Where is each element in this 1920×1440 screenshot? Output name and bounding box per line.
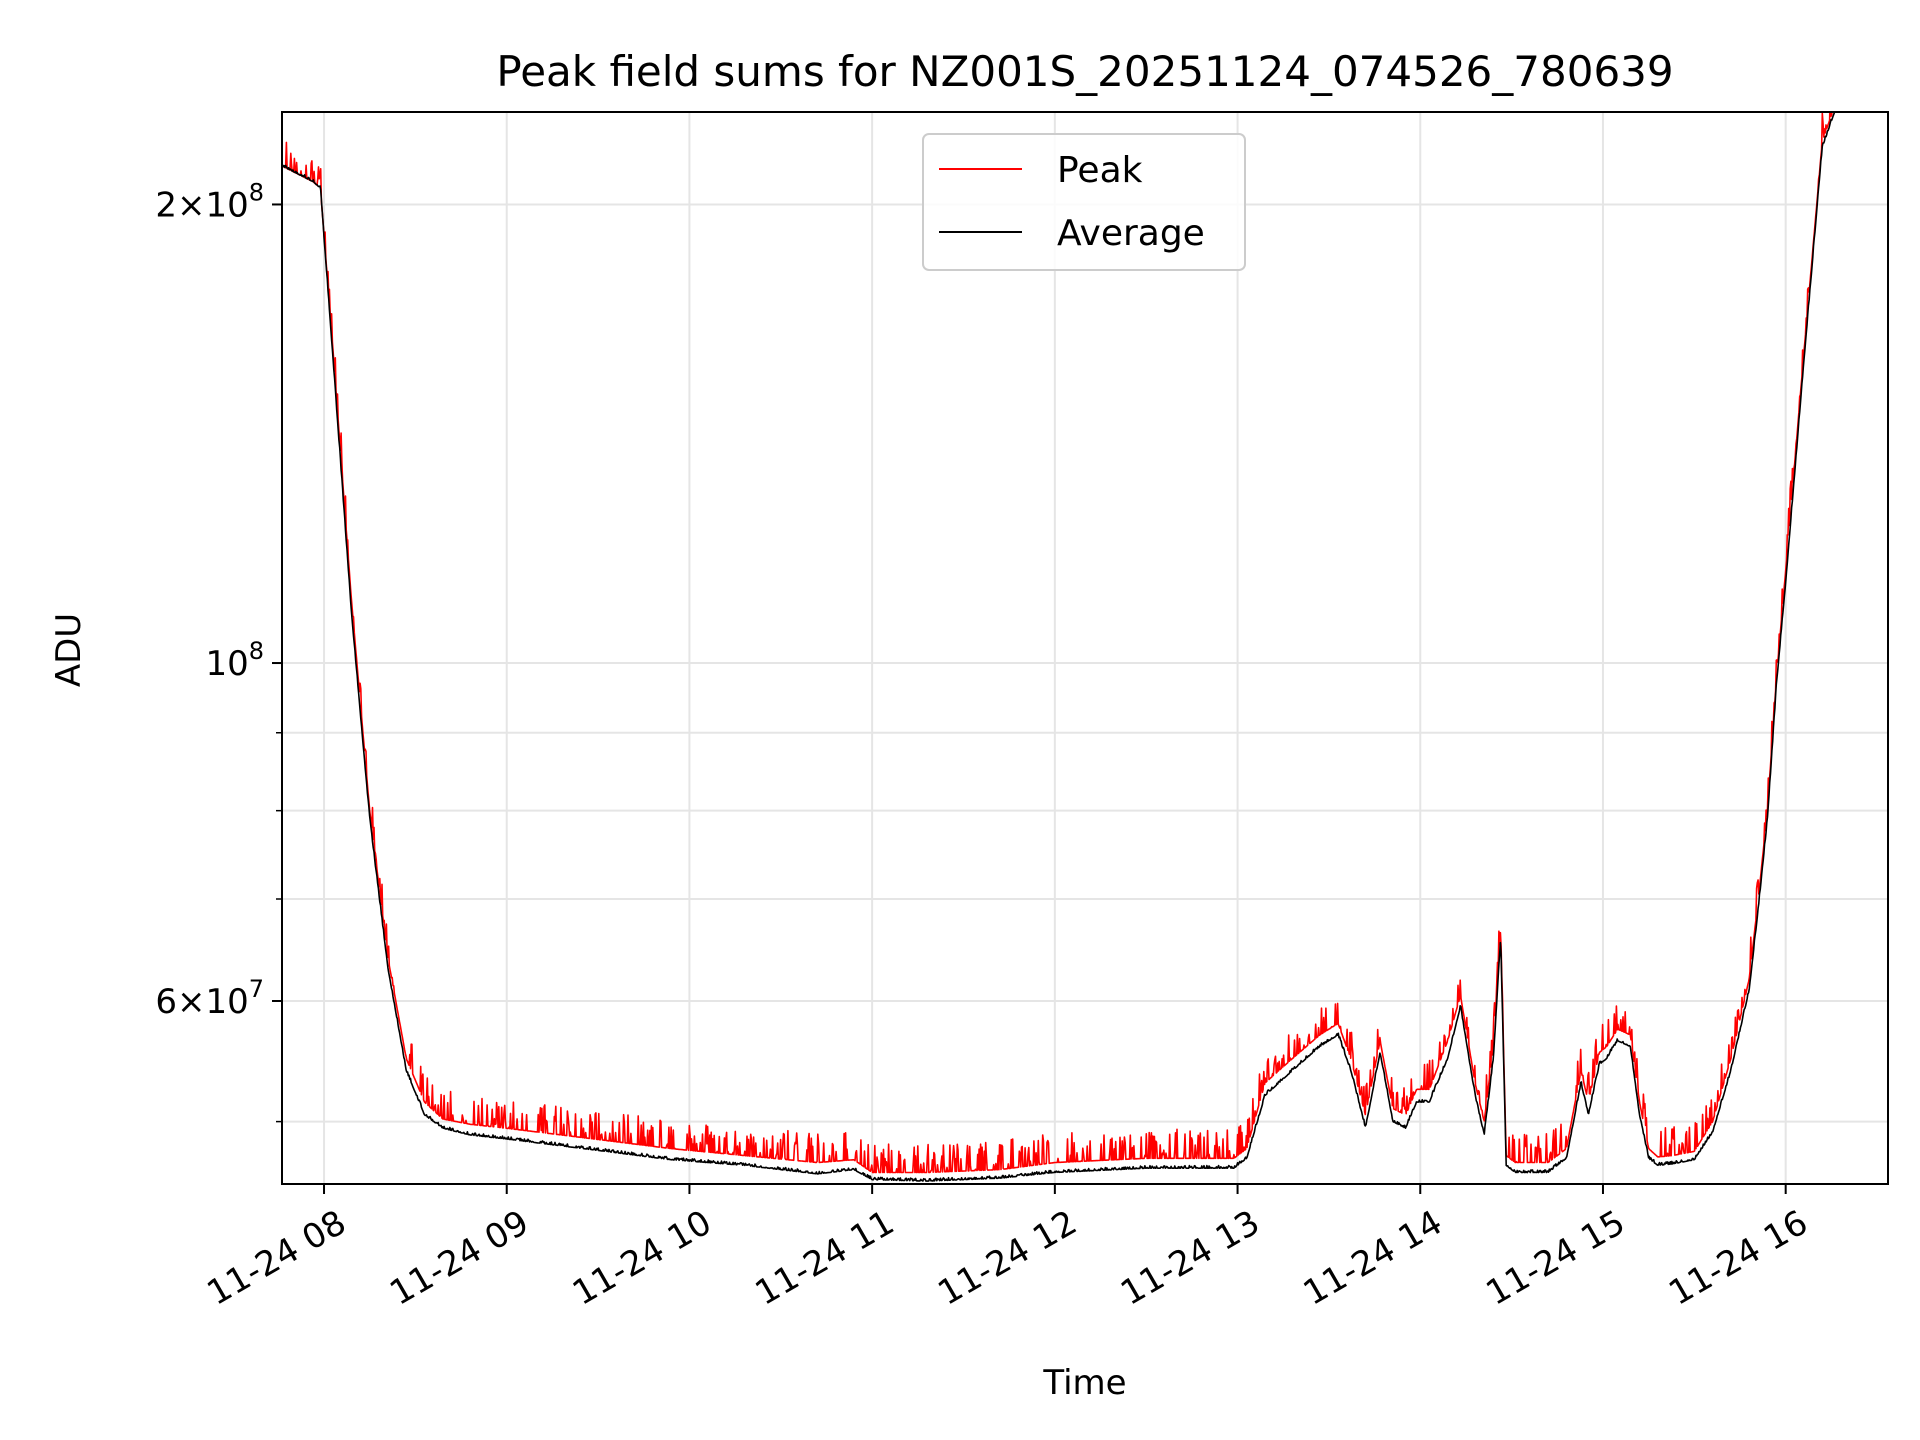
plot-frame <box>281 111 1889 1185</box>
grid <box>282 112 1888 1184</box>
ticks <box>272 203 1787 1194</box>
y-tick-label: 108 <box>205 637 264 684</box>
x-axis-title: Time <box>1042 1363 1126 1403</box>
y-axis-title: ADU <box>49 613 89 687</box>
chart-title: Peak field sums for NZ001S_20251124_0745… <box>496 47 1673 96</box>
y-tick-label: 6×107 <box>155 975 264 1022</box>
legend-label-peak: Peak <box>1057 150 1143 191</box>
legend: Peak Average <box>922 133 1246 271</box>
legend-label-average: Average <box>1057 213 1205 254</box>
y-tick-label: 2×108 <box>155 178 264 225</box>
series-line-peak <box>282 112 1833 1174</box>
series-line-average <box>282 112 1836 1182</box>
series-layer <box>282 112 1836 1182</box>
